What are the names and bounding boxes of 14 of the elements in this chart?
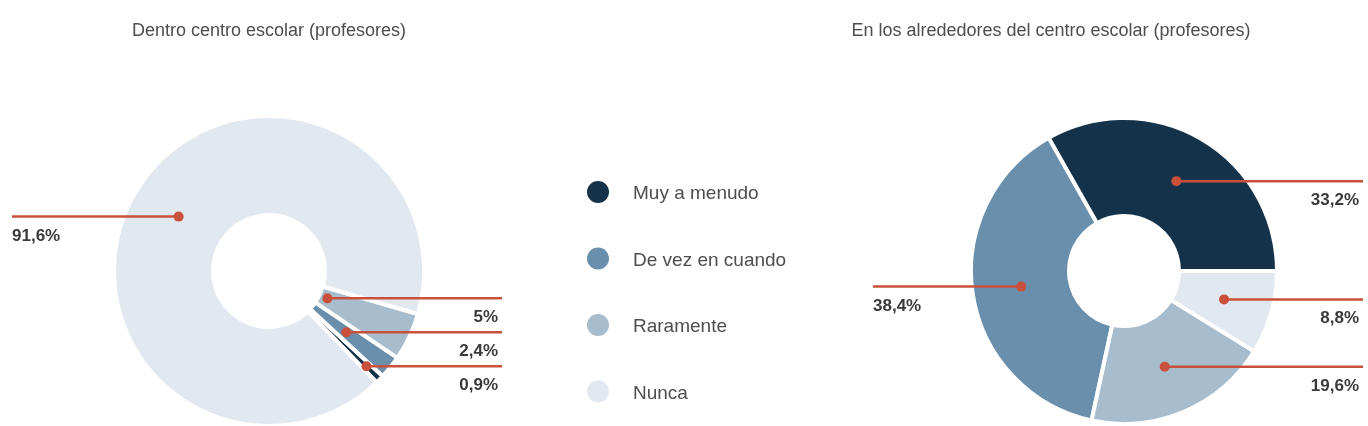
data-label: 38,4% — [873, 295, 922, 315]
data-label: 0,9% — [459, 375, 498, 395]
data-label: 19,6% — [1310, 375, 1359, 395]
chart-title: En los alrededores del centro escolar (profesores) — [851, 20, 1251, 40]
legend-label: De vez en cuando — [633, 248, 787, 270]
data-label: 2,4% — [459, 341, 498, 361]
legend-label: Muy a menudo — [633, 182, 759, 203]
data-label: 8,8% — [1320, 308, 1359, 328]
chart-title: Dentro centro escolar (profesores) — [131, 20, 407, 40]
data-label: 5% — [473, 307, 498, 327]
legend-label: Raramente — [633, 315, 727, 336]
legend-label: Nunca — [633, 381, 689, 403]
data-label: 33,2% — [1310, 190, 1359, 210]
data-label: 91,6% — [12, 225, 61, 245]
